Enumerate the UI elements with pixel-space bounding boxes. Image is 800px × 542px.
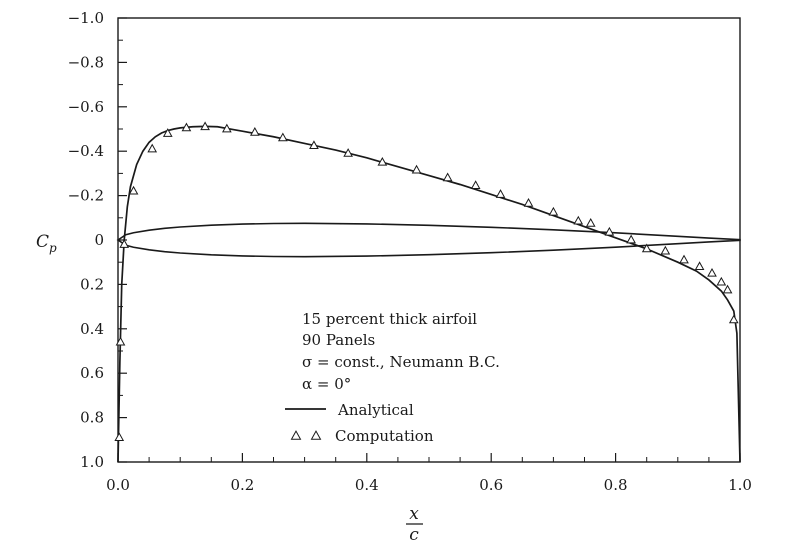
- computation-point: [115, 336, 126, 346]
- y-tick-label: −1.0: [68, 9, 104, 27]
- legend-computation-swatch: [290, 430, 322, 440]
- computation-point: [147, 143, 158, 153]
- computation-point: [626, 234, 636, 244]
- x-tick-labels: 0.0 0.2 0.4 0.6 0.8 1.0: [106, 476, 752, 494]
- computation-point: [181, 122, 192, 132]
- plot-frame: [117, 17, 741, 463]
- computation-point: [722, 284, 733, 294]
- annotation-block: 15 percent thick airfoil 90 Panels σ = c…: [302, 310, 500, 393]
- legend: Analytical Computation: [285, 401, 434, 445]
- computation-point: [128, 185, 139, 195]
- airfoil-outline: [116, 222, 741, 258]
- computation-point: [716, 276, 727, 286]
- computation-point: [162, 128, 173, 137]
- legend-triangle: [310, 430, 322, 440]
- y-tick-label: −0.4: [68, 142, 104, 160]
- computation-point: [679, 254, 689, 264]
- computation-point: [585, 218, 596, 227]
- computation-point: [377, 156, 388, 166]
- x-tick-label: 0.6: [479, 476, 503, 494]
- x-tick-label: 1.0: [728, 476, 752, 494]
- annotation-panels: 90 Panels: [302, 331, 375, 349]
- computation-point: [470, 180, 481, 189]
- x-axis-title-numerator: x: [409, 504, 419, 524]
- computation-point: [249, 126, 260, 136]
- annotation-alpha: α = 0°: [302, 375, 351, 393]
- computation-point: [343, 148, 353, 157]
- legend-computation-label: Computation: [335, 427, 434, 445]
- y-axis-title-main: C: [36, 232, 49, 252]
- y-tick-label: 0: [94, 231, 104, 249]
- y-tick-label: 0.4: [80, 320, 104, 338]
- computation-point: [309, 140, 319, 150]
- y-axis-title: Cp: [36, 232, 57, 255]
- computation-point: [660, 245, 671, 255]
- computation-point: [573, 215, 584, 225]
- y-tick-label: 0.2: [80, 275, 104, 293]
- y-tick-label: 0.8: [80, 409, 104, 427]
- y-tick-label: 0.6: [80, 364, 104, 382]
- computation-point: [200, 121, 210, 131]
- computation-point: [641, 243, 652, 253]
- x-tick-label: 0.2: [230, 476, 254, 494]
- y-tick-label: −0.6: [68, 98, 104, 116]
- legend-analytical-label: Analytical: [337, 401, 414, 419]
- computation-point: [604, 226, 615, 236]
- y-tick-label: 1.0: [80, 453, 104, 471]
- computation-markers: [114, 121, 739, 441]
- y-tick-label: −0.2: [68, 187, 104, 205]
- computation-point: [222, 123, 232, 133]
- x-tick-label: 0.8: [604, 476, 628, 494]
- computation-point: [523, 198, 534, 207]
- computation-point: [728, 314, 739, 324]
- computation-point: [411, 164, 422, 174]
- computation-point: [548, 206, 559, 216]
- computation-point: [707, 267, 717, 277]
- x-tick-label: 0.4: [355, 476, 379, 494]
- computation-point: [442, 172, 453, 182]
- computation-point: [114, 432, 125, 441]
- y-tick-label: −0.8: [68, 53, 104, 71]
- computation-point: [694, 261, 705, 271]
- legend-triangle: [290, 430, 302, 440]
- y-tick-labels: −1.0 −0.8 −0.6 −0.4 −0.2 0 0.2 0.4 0.6 0.8 1.0: [68, 9, 104, 471]
- annotation-thickness: 15 percent thick airfoil: [302, 310, 477, 328]
- x-axis-title-denominator: c: [409, 525, 419, 542]
- analytical-curve: [117, 125, 741, 463]
- computation-point: [495, 189, 506, 198]
- computation-point: [277, 132, 288, 142]
- x-tick-label: 0.0: [106, 476, 130, 494]
- y-axis-title-sub: p: [49, 241, 57, 255]
- annotation-source: σ = const., Neumann B.C.: [302, 353, 500, 371]
- computation-point: [119, 239, 130, 248]
- axis-ticks: [117, 17, 741, 463]
